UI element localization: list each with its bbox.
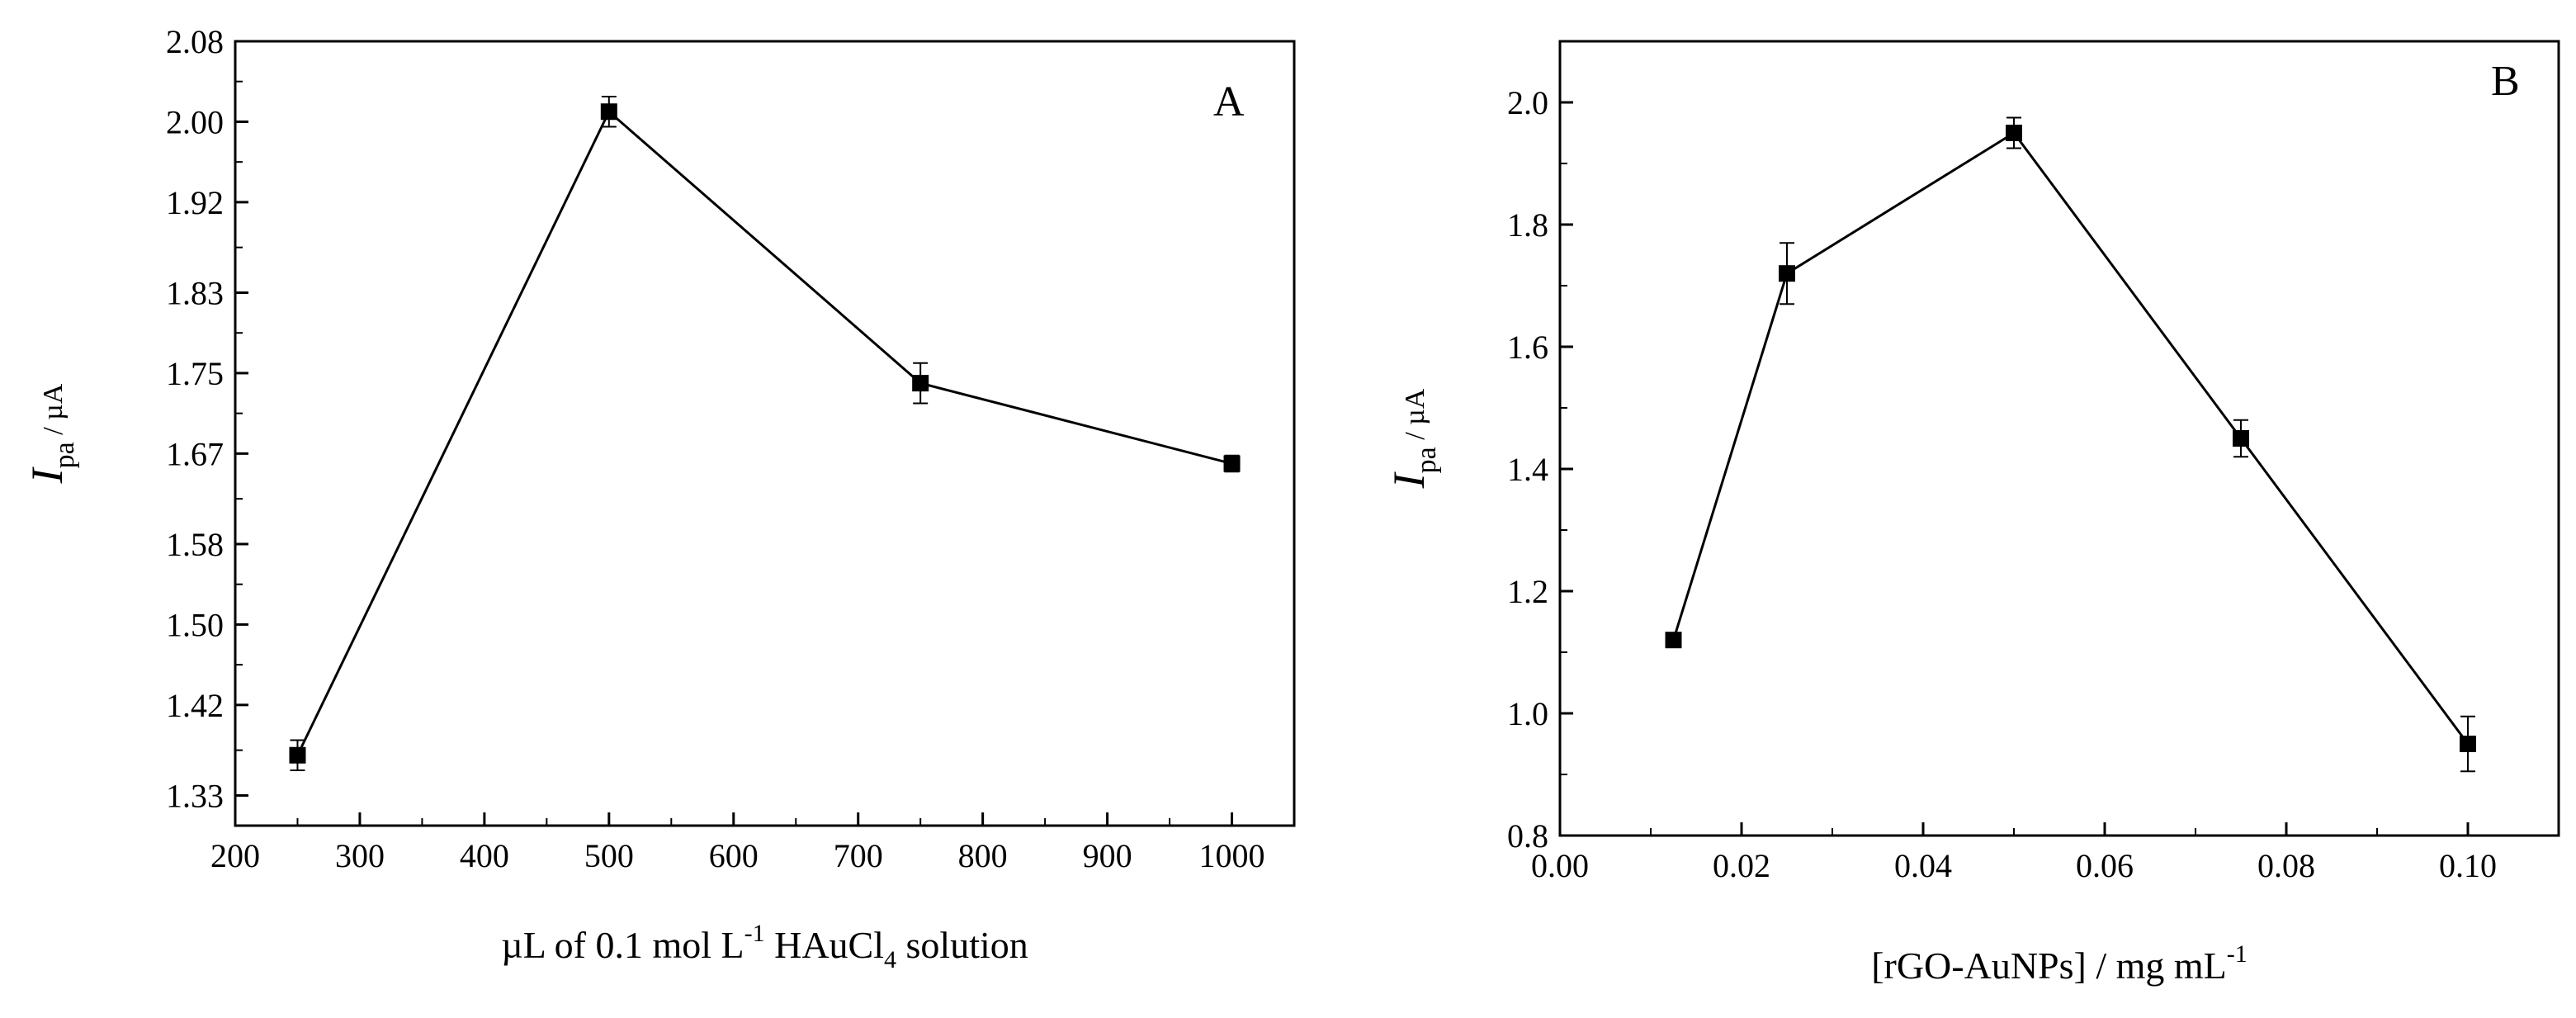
y-tick-label: 1.92 [166,184,224,221]
y-tick-label: 2.08 [166,23,224,60]
data-point [1223,455,1241,472]
x-tick-label: 0.04 [1894,847,1952,884]
data-point [2006,125,2022,141]
x-tick-label: 0.02 [1713,847,1770,884]
panel-label: A [1213,78,1245,125]
data-point [912,375,929,392]
panel-label: B [2491,58,2520,105]
x-axis-title-text: solution [896,924,1028,966]
x-tick-label: 500 [584,837,634,874]
y-axis-title-symbol: I [1384,471,1434,489]
y-tick-label: 1.4 [1507,451,1548,488]
x-tick-label: 0.00 [1531,847,1589,884]
x-tick-label: 900 [1083,837,1132,874]
x-tick-label: 200 [210,837,260,874]
x-axis-title-text: HAuCl [765,924,884,966]
y-tick-label: 1.0 [1507,695,1548,732]
y-axis-title-symbol: I [22,466,72,484]
x-tick-label: 400 [460,837,509,874]
x-tick-label: 0.10 [2439,847,2497,884]
x-axis-title: [rGO-AuNPs] / mg mL-1 [1871,940,2248,987]
y-tick-label: 1.75 [166,355,224,392]
y-tick-label: 1.42 [166,687,224,724]
x-axis-title-superscript: -1 [744,920,765,947]
x-tick-label: 300 [335,837,385,874]
y-axis-title-subscript: pa [50,442,80,468]
y-axis-title: Ipa / µA [22,383,80,484]
plot-frame [1558,40,2560,837]
x-tick-label: 0.08 [2257,847,2315,884]
series-line [296,109,1232,756]
panel-b: 0.00 0.02 0.04 0.06 0.08 0.10 0.8 1.0 1.2 1.4 1.6 1… [1384,40,2560,987]
y-tick-label: 1.67 [166,435,224,472]
plot-frame [234,40,1296,827]
x-tick-label: 0.06 [2076,847,2134,884]
y-tick-label: 1.8 [1507,206,1548,244]
y-tick-label: 0.8 [1507,817,1548,855]
y-tick-label: 1.83 [166,274,224,311]
y-axis-title: Ipa / µA [1384,388,1442,489]
y-axis-title-subscript: pa [1411,447,1442,473]
y-axis-title-text: / µA [1400,388,1430,447]
y-axis-title-text: / µA [38,383,69,442]
data-point [289,746,306,764]
x-axis-title-text: µL of 0.1 mol L [501,924,744,966]
y-tick-label: 1.58 [166,526,224,563]
data-point [1779,265,1795,282]
panel-a: 200 300 400 500 600 700 800 900 1000 1.33 1.42 1.50… [22,23,1296,973]
y-tick-label: 2.0 [1507,84,1548,121]
x-axis-title-text: [rGO-AuNPs] / mg mL [1871,945,2227,987]
data-point [2460,736,2476,752]
y-tick-label: 1.50 [166,606,224,643]
series-line [1672,130,2470,745]
y-tick-label: 1.2 [1507,573,1548,610]
x-tick-label: 700 [834,837,883,874]
x-tick-label: 600 [709,837,759,874]
data-point [2233,430,2249,447]
x-tick-label: 1000 [1199,837,1265,874]
data-point [600,103,617,121]
x-axis-title-subscript: 4 [884,946,896,973]
x-axis-title: µL of 0.1 mol L-1 HAuCl4 solution [501,920,1028,973]
x-axis-title-superscript: -1 [2227,940,2248,968]
y-tick-label: 1.6 [1507,329,1548,366]
data-point [1665,632,1682,649]
y-tick-label: 1.33 [166,777,224,814]
y-tick-label: 2.00 [166,103,224,140]
x-tick-label: 800 [958,837,1008,874]
